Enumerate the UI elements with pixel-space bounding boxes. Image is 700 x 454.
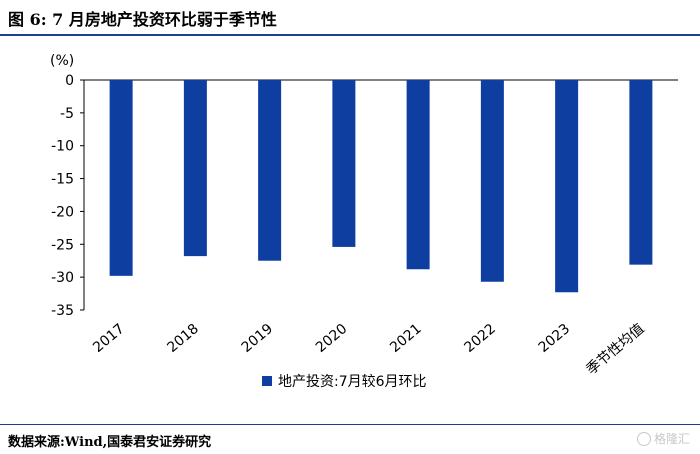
bar bbox=[183, 80, 207, 257]
bar bbox=[480, 80, 504, 282]
watermark-text: 格隆汇 bbox=[653, 432, 690, 446]
bar bbox=[109, 80, 133, 276]
source-note: 数据来源:Wind,国泰君安证券研究 bbox=[8, 435, 212, 450]
x-tick-label: 2021 bbox=[387, 321, 425, 356]
y-unit-label: (%) bbox=[50, 53, 74, 69]
y-tick-label: -15 bbox=[51, 172, 74, 188]
bar bbox=[332, 80, 356, 247]
y-tick-label: -5 bbox=[60, 106, 74, 122]
title-bar: 图 6: 7 月房地产投资环比弱于季节性 bbox=[0, 0, 700, 36]
x-tick-label: 2018 bbox=[164, 321, 202, 356]
watermark-logo-icon bbox=[636, 432, 651, 446]
y-tick-label: -10 bbox=[51, 139, 74, 155]
bar bbox=[629, 80, 653, 265]
x-tick-label: 2022 bbox=[461, 321, 499, 356]
x-tick-labels: 2017 2018 2019 2020 2021 2022 2023 季节性均值 bbox=[90, 321, 647, 378]
y-tick-label: 0 bbox=[65, 73, 74, 89]
bars bbox=[109, 80, 653, 293]
legend-swatch bbox=[262, 376, 272, 386]
bar bbox=[555, 80, 579, 293]
y-tick-label: -20 bbox=[51, 204, 74, 220]
legend: 地产投资:7月较6月环比 bbox=[262, 374, 427, 390]
y-tick-label: -35 bbox=[51, 303, 74, 319]
figure-title: 图 6: 7 月房地产投资环比弱于季节性 bbox=[8, 10, 277, 29]
y-tick-labels: 0 -5 -10 -15 -20 -25 -30 -35 (%) bbox=[50, 53, 74, 319]
y-tick-label: -25 bbox=[51, 237, 74, 253]
bar-chart: 0 -5 -10 -15 -20 -25 -30 -35 (%) 2017 2018 2019 202… bbox=[50, 53, 678, 390]
watermark: 格隆汇 bbox=[636, 430, 690, 447]
y-tick-label: -30 bbox=[51, 270, 74, 286]
x-tick-label: 2023 bbox=[536, 321, 574, 356]
x-tick-label: 2020 bbox=[313, 321, 351, 356]
axes bbox=[80, 79, 678, 311]
x-tick-label: 2017 bbox=[90, 321, 128, 356]
bar bbox=[258, 80, 282, 261]
footer-rule bbox=[0, 424, 700, 425]
x-tick-label: 2019 bbox=[239, 321, 277, 356]
x-tick-label: 季节性均值 bbox=[584, 321, 648, 378]
bar bbox=[406, 80, 430, 270]
legend-label: 地产投资:7月较6月环比 bbox=[278, 374, 427, 390]
